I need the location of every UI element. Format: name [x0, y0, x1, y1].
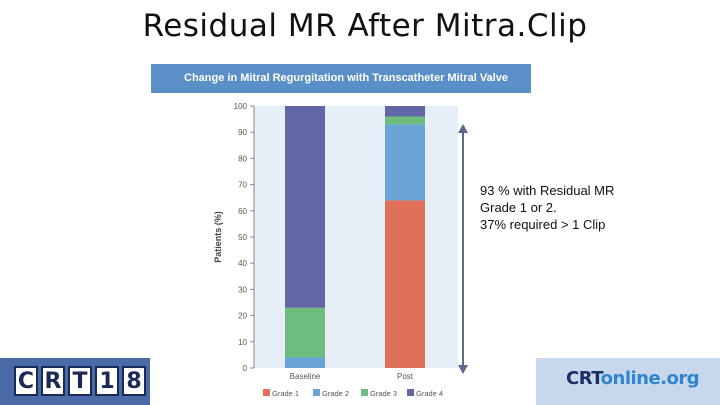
- y-tick-label: 70: [238, 181, 247, 190]
- y-tick-label: 20: [238, 312, 247, 321]
- legend-swatch: [263, 389, 270, 396]
- logo-online-text: online.org: [600, 368, 700, 389]
- x-tick-label: Post: [397, 372, 414, 381]
- annotation-line: 93 % with Residual MR: [480, 183, 615, 198]
- y-tick-label: 0: [243, 364, 248, 373]
- y-tick-label: 80: [238, 154, 247, 163]
- y-tick-label: 60: [238, 207, 247, 216]
- y-tick-label: 30: [238, 285, 247, 294]
- y-tick-label: 50: [238, 233, 247, 242]
- bar-segment: [385, 106, 425, 117]
- y-tick-label: 100: [234, 102, 248, 111]
- bar-segment: [385, 116, 425, 125]
- bar-segment: [385, 200, 425, 368]
- stacked-bar-chart: 0 10 20 30 40 50 60 70 80 90 100 Patients (%) Baseli…: [213, 102, 458, 398]
- crt18-logo: C R T 1 8: [0, 358, 150, 405]
- legend-label: Grade 3: [370, 389, 397, 398]
- logo-letter: T: [68, 366, 92, 396]
- legend-label: Grade 2: [322, 389, 349, 398]
- range-arrow-icon: [458, 124, 468, 374]
- y-tick-label: 90: [238, 128, 247, 137]
- y-tick-label: 40: [238, 259, 247, 268]
- legend-swatch: [407, 389, 414, 396]
- y-axis-label: Patients (%): [213, 211, 223, 263]
- logo-crt-text: CRT: [566, 368, 601, 389]
- bar-segment: [285, 106, 325, 308]
- plot-background: [254, 106, 458, 368]
- logo-letter: 1: [95, 366, 119, 396]
- logo-letter: 8: [122, 366, 146, 396]
- bar-segment: [385, 124, 425, 201]
- legend-swatch: [361, 389, 368, 396]
- bar-segment: [285, 357, 325, 368]
- slide-title: Residual MR After Mitra.Clip: [142, 8, 588, 44]
- y-tick-label: 10: [238, 338, 247, 347]
- annotation-text: 93 % with Residual MR Grade 1 or 2. 37% …: [480, 182, 680, 233]
- chart-title: Change in Mitral Regurgitation with Tran…: [151, 64, 531, 113]
- x-tick-label: Baseline: [290, 372, 321, 381]
- legend-label: Grade 4: [416, 389, 443, 398]
- annotation-line: Grade 1 or 2.: [480, 200, 557, 215]
- legend-swatch: [313, 389, 320, 396]
- logo-letter: R: [41, 366, 65, 396]
- bar-segment: [285, 307, 325, 358]
- legend-label: Grade 1: [272, 389, 299, 398]
- crtonline-logo: CRTonline.org: [536, 358, 720, 405]
- logo-letter: C: [14, 366, 38, 396]
- chart-panel: 0 10 20 30 40 50 60 70 80 90 100 Patients (%) Baseli…: [151, 93, 463, 405]
- annotation-line: 37% required > 1 Clip: [480, 217, 606, 232]
